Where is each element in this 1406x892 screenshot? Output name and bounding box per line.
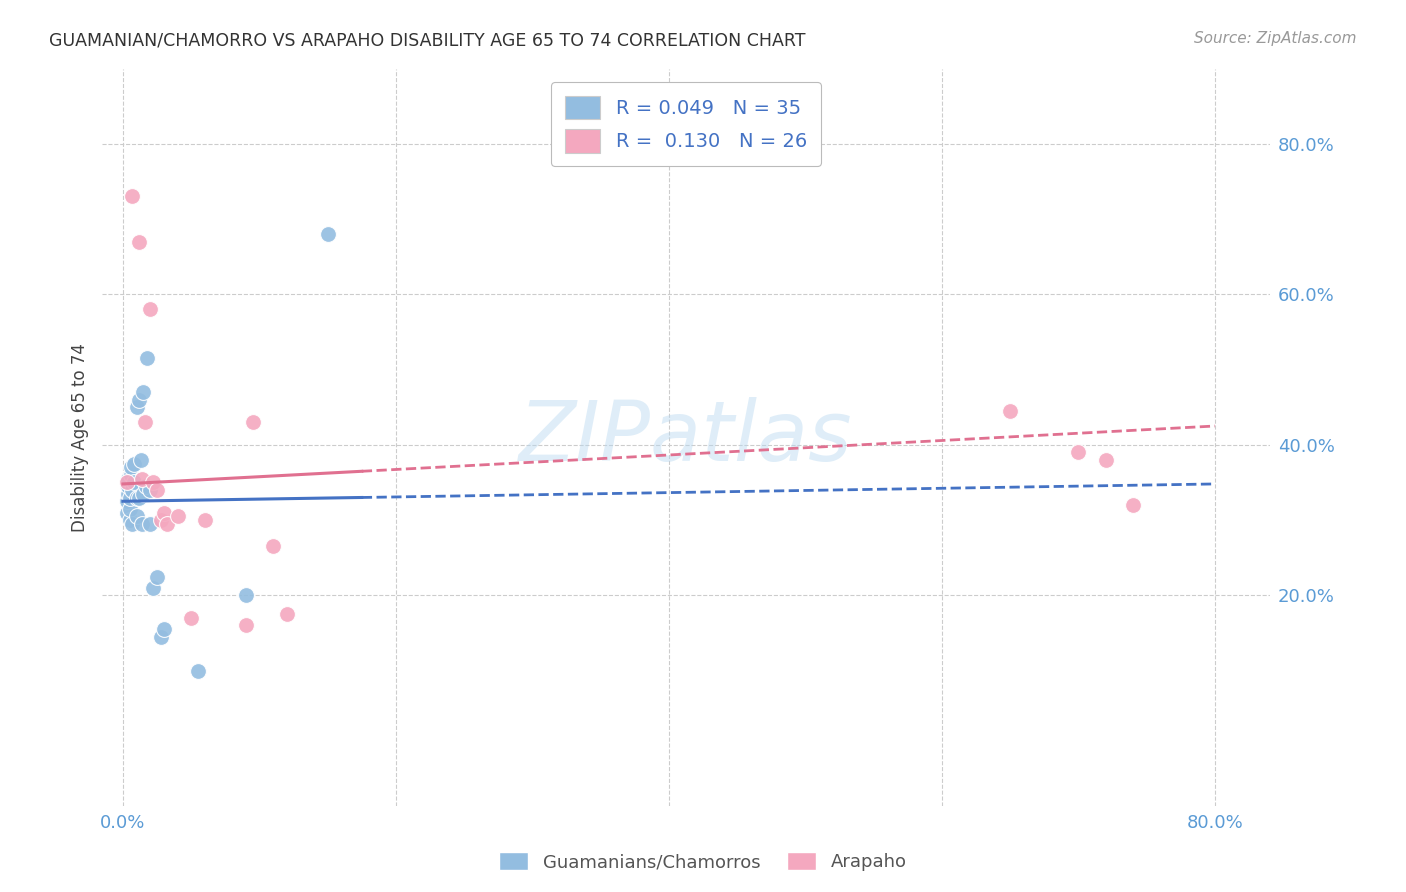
- Point: [129, 453, 152, 467]
- Point: [115, 475, 138, 490]
- Point: [136, 351, 159, 366]
- Point: [128, 392, 150, 407]
- Point: [139, 483, 162, 497]
- Point: [117, 472, 139, 486]
- Point: [120, 467, 142, 482]
- Point: [125, 400, 148, 414]
- Point: [1067, 445, 1090, 459]
- Point: [128, 235, 150, 249]
- Point: [128, 491, 150, 505]
- Legend: R = 0.049   N = 35, R =  0.130   N = 26: R = 0.049 N = 35, R = 0.130 N = 26: [551, 82, 821, 166]
- Point: [153, 622, 176, 636]
- Point: [242, 415, 264, 429]
- Point: [118, 501, 141, 516]
- Point: [132, 385, 155, 400]
- Point: [121, 189, 143, 203]
- Point: [139, 516, 162, 531]
- Text: Source: ZipAtlas.com: Source: ZipAtlas.com: [1194, 31, 1357, 46]
- Point: [131, 472, 153, 486]
- Point: [146, 483, 169, 497]
- Point: [142, 475, 165, 490]
- Point: [142, 581, 165, 595]
- Point: [125, 491, 148, 505]
- Point: [135, 479, 157, 493]
- Point: [153, 506, 176, 520]
- Point: [115, 494, 138, 508]
- Point: [121, 516, 143, 531]
- Point: [166, 509, 188, 524]
- Legend: Guamanians/Chamorros, Arapaho: Guamanians/Chamorros, Arapaho: [492, 845, 914, 879]
- Point: [146, 569, 169, 583]
- Point: [235, 618, 257, 632]
- Y-axis label: Disability Age 65 to 74: Disability Age 65 to 74: [72, 343, 89, 532]
- Point: [150, 513, 173, 527]
- Point: [187, 664, 209, 678]
- Point: [122, 457, 145, 471]
- Point: [117, 487, 139, 501]
- Point: [276, 607, 298, 622]
- Text: GUAMANIAN/CHAMORRO VS ARAPAHO DISABILITY AGE 65 TO 74 CORRELATION CHART: GUAMANIAN/CHAMORRO VS ARAPAHO DISABILITY…: [49, 31, 806, 49]
- Point: [150, 630, 173, 644]
- Point: [122, 475, 145, 490]
- Point: [131, 516, 153, 531]
- Point: [117, 479, 139, 493]
- Point: [194, 513, 217, 527]
- Point: [235, 588, 257, 602]
- Text: ZIPatlas: ZIPatlas: [519, 397, 853, 478]
- Point: [125, 509, 148, 524]
- Point: [118, 491, 141, 505]
- Point: [998, 404, 1021, 418]
- Point: [180, 611, 202, 625]
- Point: [134, 415, 156, 429]
- Point: [1122, 498, 1144, 512]
- Point: [121, 483, 143, 497]
- Point: [120, 460, 142, 475]
- Point: [139, 302, 162, 317]
- Point: [262, 540, 284, 554]
- Point: [155, 516, 177, 531]
- Point: [118, 513, 141, 527]
- Point: [115, 506, 138, 520]
- Point: [316, 227, 339, 241]
- Point: [1094, 453, 1116, 467]
- Point: [132, 487, 155, 501]
